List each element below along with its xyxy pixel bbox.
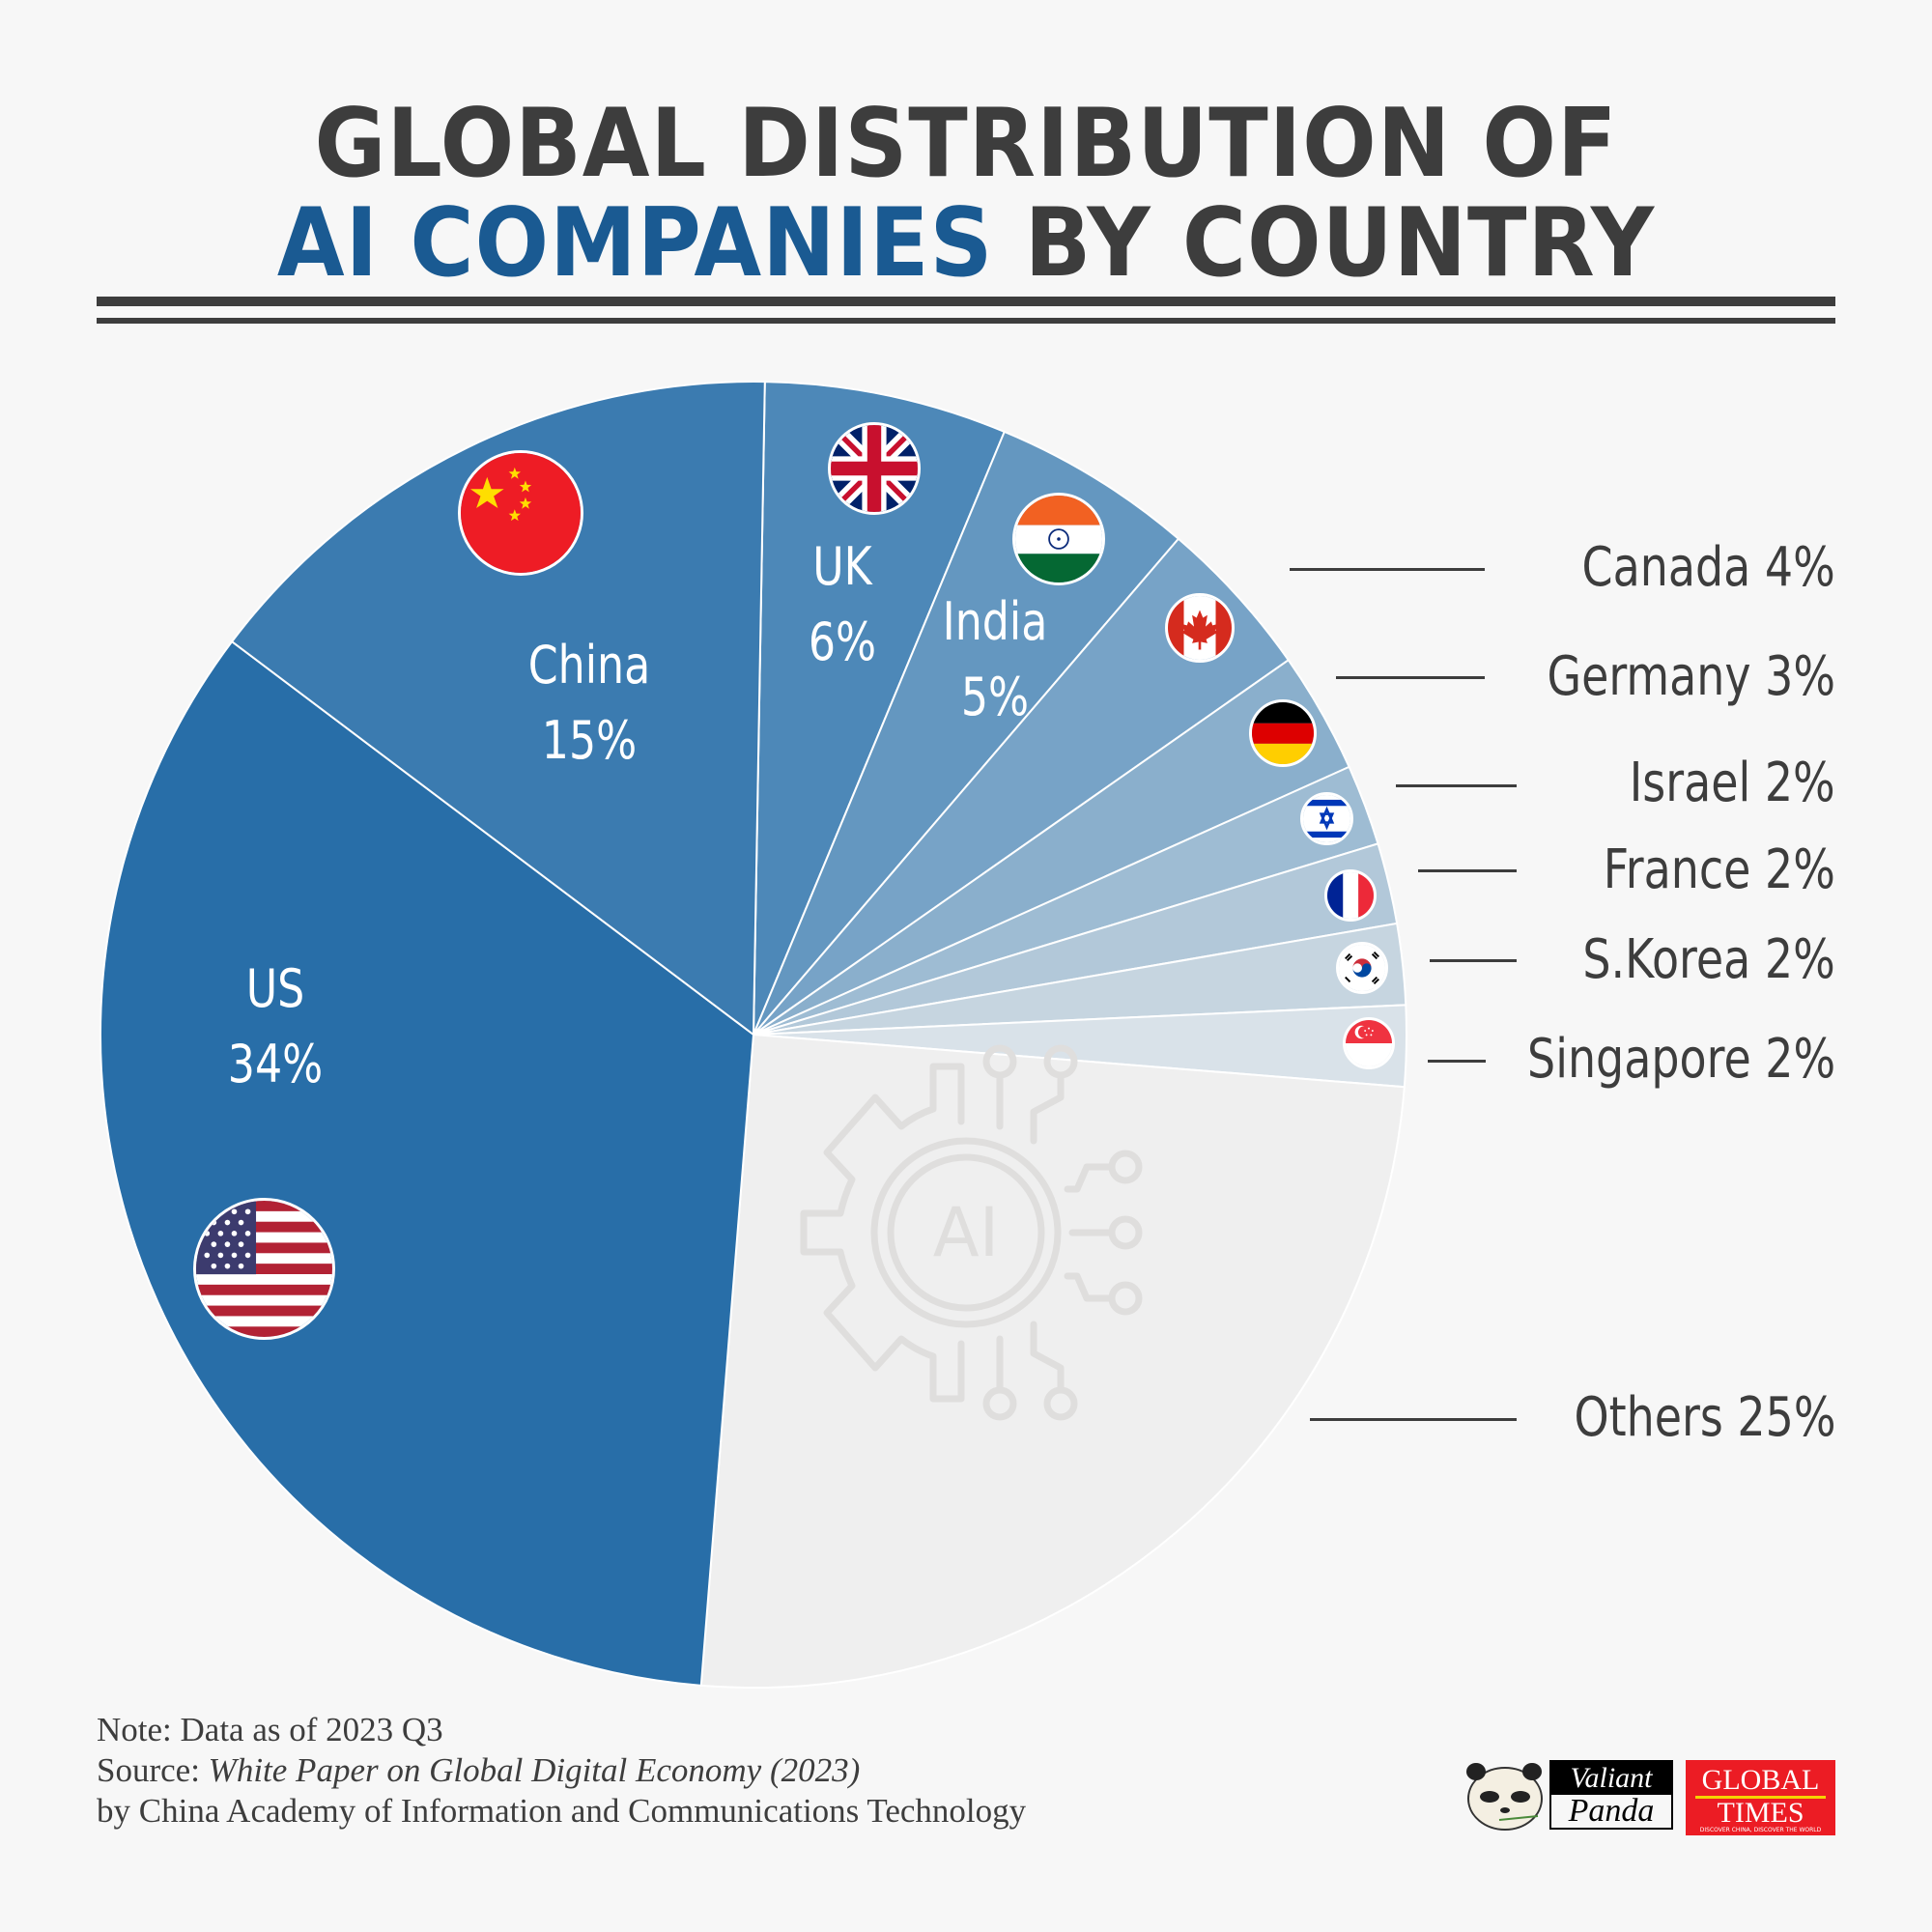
singapore-flag-icon — [1343, 1017, 1395, 1069]
label-china-name: China — [527, 635, 651, 696]
valiant-panda-logo: Valiant Panda — [1461, 1756, 1673, 1833]
uk-flag-icon — [828, 422, 921, 515]
title-line-2: AI COMPANIES BY COUNTRY — [77, 196, 1855, 291]
footer-note: Note: Data as of 2023 Q3 — [97, 1711, 443, 1748]
leader-line-germany — [1336, 676, 1485, 679]
label-china: China 15% — [510, 628, 668, 780]
label-uk-pct: 6% — [808, 611, 877, 673]
canada-flag-icon — [1165, 593, 1235, 663]
legend-germany: Germany 3% — [1547, 645, 1835, 708]
title-rule-thin — [97, 318, 1835, 324]
israel-flag-icon — [1300, 792, 1353, 845]
germany-flag-icon — [1249, 699, 1317, 767]
leader-line-singapore — [1428, 1060, 1486, 1063]
us-flag-icon — [193, 1198, 335, 1340]
label-us: US 34% — [196, 952, 355, 1103]
footer-source: Source: White Paper on Global Digital Ec… — [97, 1751, 861, 1789]
label-india-pct: 5% — [960, 667, 1030, 728]
legend-singapore: Singapore 2% — [1526, 1028, 1835, 1091]
china-flag-icon — [458, 450, 583, 576]
ai-gear-circuit-icon: AI — [800, 1044, 1143, 1421]
title-line-1: GLOBAL DISTRIBUTION OF — [314, 89, 1618, 199]
title-rule-thick — [97, 297, 1835, 306]
label-us-name: US — [245, 958, 305, 1019]
legend-others: Others 25% — [1574, 1386, 1835, 1449]
valiant-panda-wordmark: Valiant Panda — [1549, 1760, 1673, 1830]
leader-line-france — [1418, 869, 1517, 872]
source-title: White Paper on Global Digital Economy (2… — [208, 1751, 861, 1789]
leader-line-others — [1310, 1418, 1517, 1421]
pie-slice-china — [230, 381, 766, 1037]
label-india-name: India — [942, 591, 1048, 652]
leader-line-israel — [1396, 784, 1517, 787]
footer-notes: Note: Data as of 2023 Q3 Source: White P… — [97, 1710, 1026, 1832]
label-us-pct: 34% — [227, 1034, 324, 1095]
title-accent: AI COMPANIES — [276, 188, 994, 298]
panda-icon — [1466, 1763, 1543, 1831]
leader-line-skorea — [1430, 959, 1517, 962]
label-india: India 5% — [936, 584, 1055, 736]
legend-canada: Canada 4% — [1581, 536, 1835, 599]
france-flag-icon — [1324, 869, 1377, 922]
title-line-2-rest: BY COUNTRY — [993, 188, 1656, 298]
south-korea-flag-icon — [1336, 942, 1388, 994]
svg-text:AI: AI — [933, 1193, 1000, 1272]
gt-yellow-bar — [1695, 1796, 1826, 1799]
legend-france: France 2% — [1603, 838, 1835, 901]
india-flag-icon — [1012, 493, 1105, 585]
legend-skorea: S.Korea 2% — [1582, 928, 1835, 991]
label-uk: UK 6% — [795, 529, 890, 681]
legend-israel: Israel 2% — [1630, 752, 1835, 814]
global-times-logo: GLOBAL TIMES DISCOVER CHINA, DISCOVER TH… — [1686, 1760, 1835, 1835]
label-uk-name: UK — [812, 536, 872, 597]
pie-slice-uk — [753, 381, 1007, 1036]
pie-slice-us — [99, 639, 755, 1687]
leader-line-canada — [1290, 568, 1485, 571]
label-china-pct: 15% — [541, 710, 638, 772]
footer-source-by: by China Academy of Information and Comm… — [97, 1792, 1027, 1830]
